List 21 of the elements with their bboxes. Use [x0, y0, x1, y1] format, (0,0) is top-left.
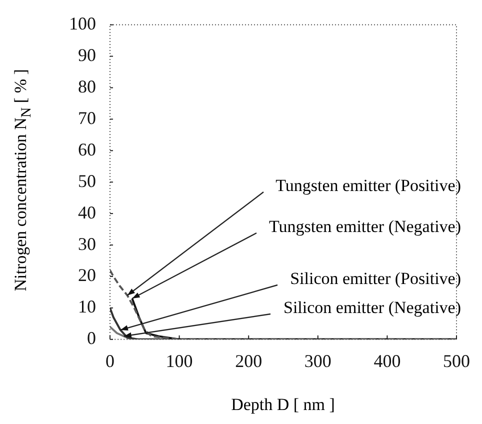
x-tick-label: 200: [235, 350, 262, 371]
y-tick-label: 0: [87, 328, 96, 348]
y-tick-label: 30: [78, 234, 96, 254]
text: Tungsten emitter (Positive): [276, 176, 461, 196]
text: Silicon emitter (Positive): [290, 269, 461, 289]
y-tick-label: 50: [78, 170, 96, 191]
y-tick-label: 100: [69, 14, 96, 34]
y-tick-label: 80: [78, 76, 96, 96]
y-tick-label: 10: [78, 296, 96, 317]
x-tick-label: 0: [106, 350, 114, 371]
x-tick-label: 400: [374, 350, 401, 371]
x-axis-title: Depth D [ nm ]: [230, 395, 336, 415]
y-tick-label: 20: [78, 265, 96, 286]
y-tick-label: 90: [78, 44, 96, 65]
y-tick-label: 40: [78, 202, 96, 222]
y-tick-label: 60: [78, 139, 96, 160]
x-tick-label: 500: [443, 350, 470, 371]
x-tick-label: 300: [304, 350, 332, 371]
text: Tungsten emitter (Negative): [269, 217, 461, 237]
x-tick-label: 100: [166, 350, 193, 371]
y-tick-label: 70: [78, 108, 96, 128]
